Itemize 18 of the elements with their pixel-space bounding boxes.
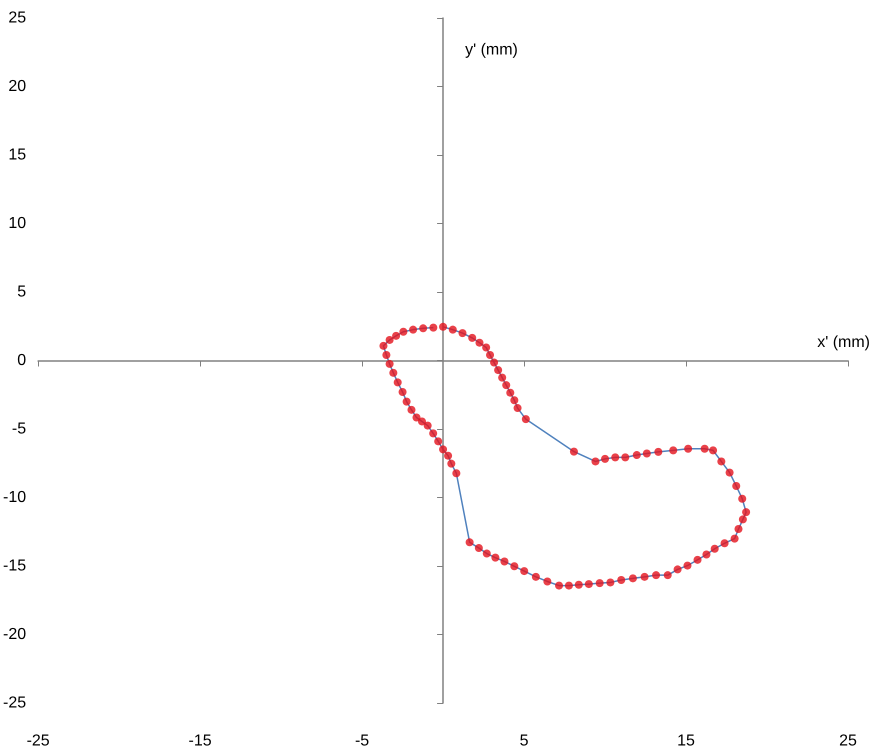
x-tick-label: -15	[188, 732, 212, 749]
y-tick-label: -25	[3, 694, 26, 712]
x-tick-label: -5	[354, 732, 370, 749]
y-tick-label: -20	[3, 626, 26, 643]
y-tick-label: 5	[17, 284, 26, 300]
y-axis-title: y' (mm)	[465, 42, 518, 58]
x-tick-label: 15	[677, 732, 696, 749]
y-tick-label: 15	[8, 146, 26, 164]
y-tick-label: -15	[3, 558, 26, 574]
x-tick-label: 5	[520, 732, 529, 749]
x-tick-label: 25	[839, 732, 857, 749]
y-tick-label: 10	[8, 215, 26, 232]
y-tick-label: 25	[8, 10, 26, 26]
y-tick-label: -10	[3, 489, 26, 506]
x-axis-title: x' (mm)	[817, 334, 870, 351]
y-tick-label: 0	[17, 352, 26, 369]
y-tick-label: 20	[8, 78, 26, 95]
y-tick-label: -5	[12, 420, 26, 438]
